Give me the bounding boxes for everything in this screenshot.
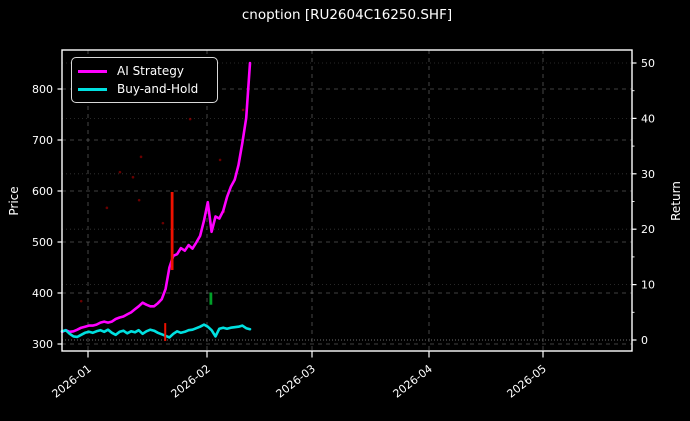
svg-text:20: 20 [641, 223, 655, 236]
svg-text:400: 400 [32, 287, 53, 300]
svg-text:0: 0 [641, 334, 648, 347]
legend-label-buy-and-hold: Buy-and-Hold [117, 82, 199, 96]
svg-text:600: 600 [32, 185, 53, 198]
svg-text:40: 40 [641, 112, 655, 125]
svg-text:2026-02: 2026-02 [169, 362, 213, 401]
svg-text:2026-03: 2026-03 [274, 362, 318, 401]
svg-text:2026-01: 2026-01 [50, 362, 94, 401]
legend: AI Strategy Buy-and-Hold [71, 57, 218, 103]
svg-text:2026-05: 2026-05 [505, 362, 549, 401]
svg-text:2026-04: 2026-04 [391, 362, 435, 401]
chart-title: cnoption [RU2604C16250.SHF] [241, 7, 453, 23]
svg-text:800: 800 [32, 83, 53, 96]
svg-text:700: 700 [32, 134, 53, 147]
svg-text:300: 300 [32, 338, 53, 351]
svg-text:500: 500 [32, 236, 53, 249]
svg-text:30: 30 [641, 168, 655, 181]
buy-and-hold-line-swatch [78, 87, 107, 91]
legend-item-ai-strategy: AI Strategy [78, 64, 211, 78]
ai-strategy-line-swatch [78, 69, 107, 73]
legend-label-ai-strategy: AI Strategy [117, 64, 184, 78]
y-axis-label-price: Price [7, 186, 21, 216]
legend-item-buy-and-hold: Buy-and-Hold [78, 82, 211, 96]
svg-text:50: 50 [641, 57, 655, 70]
y-axis-label-return: Return [669, 181, 683, 221]
svg-text:10: 10 [641, 279, 655, 292]
